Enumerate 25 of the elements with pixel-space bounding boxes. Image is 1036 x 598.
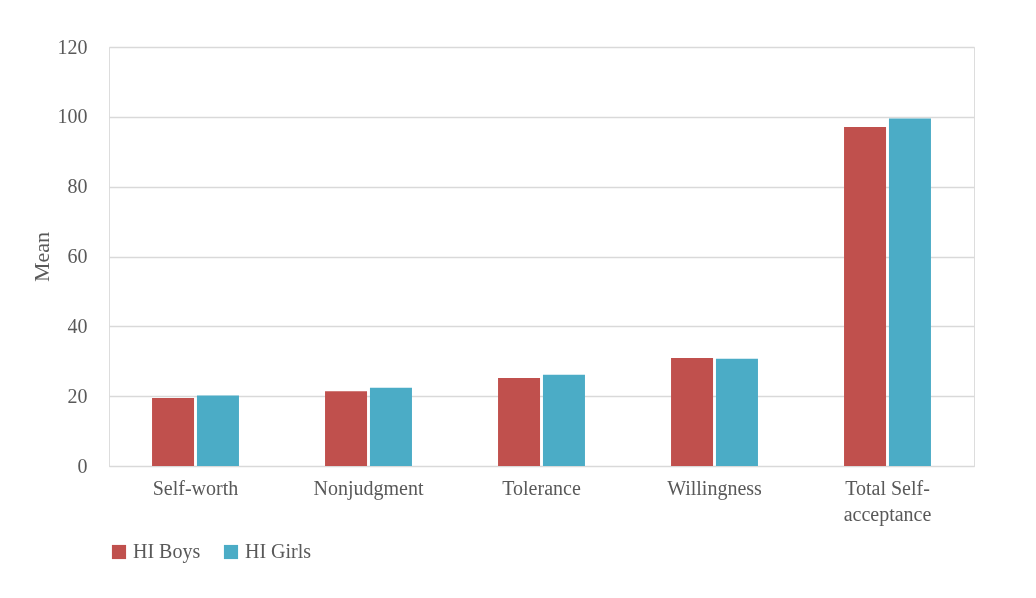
legend-label: HI Girls bbox=[245, 540, 312, 562]
y-tick-label: 80 bbox=[67, 175, 88, 198]
x-tick-label: Willingness bbox=[667, 476, 763, 500]
bar bbox=[196, 395, 239, 466]
bar bbox=[542, 374, 585, 466]
y-axis-title: Mean bbox=[28, 231, 54, 283]
legend-label: HI Boys bbox=[133, 540, 201, 563]
bar bbox=[844, 126, 887, 466]
y-tick-label: 100 bbox=[57, 105, 88, 128]
y-tick-label: 20 bbox=[67, 384, 88, 407]
bar bbox=[152, 397, 195, 466]
y-tick-label: 60 bbox=[67, 245, 88, 267]
bar bbox=[888, 118, 931, 466]
bar bbox=[325, 391, 368, 466]
y-tick-label: 120 bbox=[57, 35, 88, 58]
x-tick-label: Tolerance bbox=[502, 476, 581, 499]
y-tick-label: 0 bbox=[77, 454, 88, 477]
x-tick-label: Nonjudgment bbox=[313, 476, 424, 500]
bar bbox=[671, 358, 714, 466]
bar bbox=[498, 378, 541, 466]
bar bbox=[715, 358, 758, 466]
bar bbox=[369, 387, 412, 466]
x-tick-label: Self-worth bbox=[152, 476, 239, 499]
x-tick-label: Total Self-acceptance bbox=[843, 476, 932, 526]
y-tick-label: 40 bbox=[67, 314, 88, 337]
